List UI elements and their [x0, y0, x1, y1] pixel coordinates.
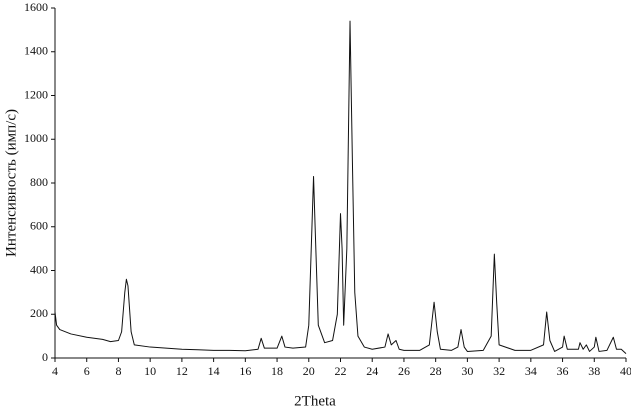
y-tick-label: 0	[42, 350, 48, 364]
data-line	[55, 21, 626, 354]
x-tick-label: 38	[588, 364, 600, 378]
x-tick-label: 4	[52, 364, 58, 378]
x-tick-label: 26	[398, 364, 410, 378]
x-tick-label: 6	[84, 364, 90, 378]
x-tick-label: 30	[461, 364, 473, 378]
x-tick-label: 32	[493, 364, 505, 378]
x-tick-label: 22	[335, 364, 347, 378]
x-axis-label: 2Theta	[294, 393, 336, 409]
y-tick-label: 1200	[24, 87, 48, 101]
y-axis-label: Интенсивность (имп/с)	[3, 109, 19, 257]
x-tick-label: 18	[271, 364, 283, 378]
x-tick-label: 40	[620, 364, 631, 378]
x-tick-label: 14	[208, 364, 220, 378]
x-tick-label: 8	[115, 364, 121, 378]
y-tick-label: 800	[30, 175, 48, 189]
x-tick-label: 12	[176, 364, 188, 378]
y-tick-label: 1000	[24, 131, 48, 145]
x-tick-label: 34	[525, 364, 537, 378]
y-tick-label: 400	[30, 262, 48, 276]
y-tick-label: 600	[30, 219, 48, 233]
y-tick-label: 200	[30, 306, 48, 320]
y-tick-label: 1400	[24, 44, 48, 58]
y-tick-label: 1600	[24, 0, 48, 14]
chart: 2Theta Интенсивность (имп/с) 0 200 400 600 8…	[0, 0, 631, 413]
x-tick-label: 20	[303, 364, 315, 378]
x-tick-label: 36	[557, 364, 569, 378]
x-tick-label: 10	[144, 364, 156, 378]
x-tick-label: 16	[239, 364, 251, 378]
x-tick-label: 24	[366, 364, 378, 378]
x-tick-label: 28	[430, 364, 442, 378]
